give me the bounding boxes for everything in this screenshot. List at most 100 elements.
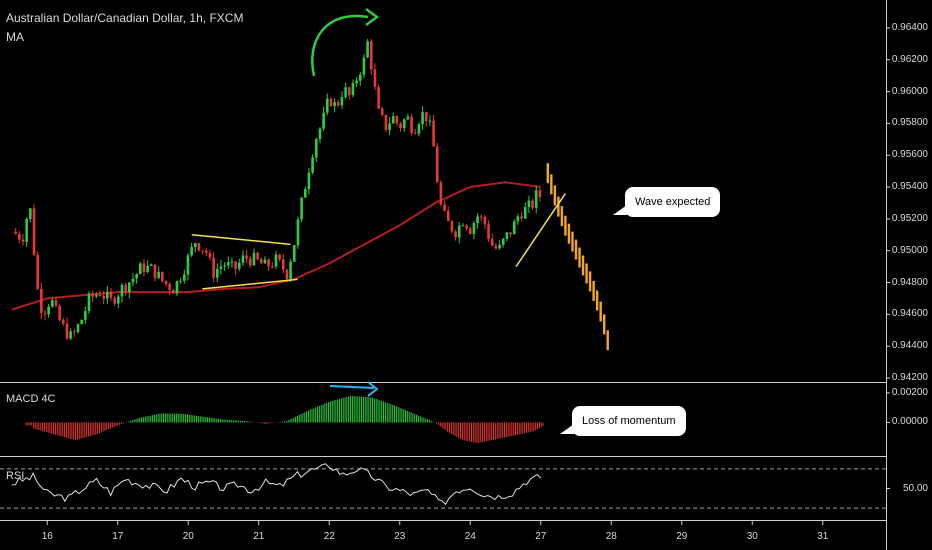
bear-candle: [395, 116, 399, 124]
forecast-bar: [571, 231, 574, 252]
bear-candle: [538, 190, 542, 198]
bull-candle: [358, 74, 362, 81]
bear-candle: [58, 305, 61, 321]
rsi-pane-label[interactable]: RSI: [6, 470, 25, 482]
price-tick-label: 0.95000: [891, 244, 928, 256]
bull-candle: [516, 216, 520, 222]
axes: [46, 27, 890, 525]
bear-candle: [102, 295, 105, 299]
bull-candle: [252, 252, 256, 266]
bull-candle: [106, 291, 109, 299]
bear-candle: [172, 290, 175, 294]
bear-candle: [432, 120, 435, 147]
bull-candle: [179, 280, 182, 282]
bull-candle: [351, 83, 355, 96]
bull-candle: [501, 238, 505, 245]
bear-candle: [285, 269, 289, 279]
bull-candle: [223, 265, 226, 267]
bull-candle: [322, 112, 325, 129]
bull-candle: [523, 207, 527, 219]
bull-candle: [175, 281, 179, 294]
bull-candle: [139, 263, 142, 275]
bear-candle: [413, 132, 417, 134]
bear-candle: [208, 252, 212, 258]
annotation-arrows: [311, 7, 380, 397]
rsi-tick-label: 50.00: [902, 482, 928, 494]
forecast-bar: [546, 163, 549, 184]
bull-candle: [230, 261, 234, 263]
bull-candle: [150, 264, 153, 266]
bear-candle: [164, 281, 168, 285]
price-tick-label: 0.96200: [891, 53, 928, 65]
forecast-bar: [550, 174, 553, 195]
bear-candle: [465, 225, 468, 229]
time-tick-label: 17: [112, 531, 124, 542]
bull-candle: [84, 311, 87, 320]
bull-candle: [325, 98, 329, 113]
bear-candle: [446, 210, 450, 222]
bear-candle: [377, 86, 380, 109]
bear-candle: [98, 295, 102, 297]
bear-candle: [109, 291, 113, 298]
bull-candle: [87, 293, 91, 312]
wedge-line: [191, 234, 291, 246]
price-tick-label: 0.95400: [891, 181, 928, 193]
time-tick-label: 22: [323, 531, 335, 542]
time-tick-label: 28: [605, 531, 617, 542]
bear-candle: [54, 300, 58, 306]
price-tick-label: 0.96400: [891, 21, 928, 33]
bear-candle: [399, 123, 402, 129]
bear-candle: [65, 323, 69, 339]
loss-of-momentum-text: Loss of momentum: [582, 415, 676, 427]
price-tick-label: 0.95800: [891, 117, 928, 129]
bear-candle: [450, 221, 454, 232]
time-tick-label: 20: [182, 531, 194, 542]
bull-candle: [157, 271, 160, 279]
bull-candle: [194, 243, 197, 247]
bull-candle: [318, 128, 322, 139]
bull-candle: [80, 319, 83, 325]
bear-candle: [197, 243, 201, 251]
bear-candle: [443, 204, 446, 211]
bear-candle: [487, 224, 490, 239]
bear-candle: [384, 114, 388, 130]
bull-candle: [417, 124, 421, 134]
moving-average: [11, 181, 541, 311]
bear-candle: [161, 271, 164, 282]
bull-candle: [362, 57, 366, 75]
chart-title: Australian Dollar/Canadian Dollar, 1h, F…: [6, 11, 244, 25]
bear-candle: [369, 41, 373, 70]
bear-candle: [439, 182, 443, 205]
bull-candle: [25, 218, 28, 242]
bear-candle: [347, 87, 351, 96]
bear-candle: [278, 254, 281, 260]
bull-candle: [190, 246, 193, 256]
bear-candle: [40, 288, 43, 313]
forecast-bar: [588, 271, 592, 292]
bull-candle: [391, 116, 395, 124]
bear-candle: [373, 69, 377, 87]
macd-pane-label[interactable]: MACD 4C: [6, 393, 56, 405]
forecast-bar: [595, 290, 599, 311]
bear-candle: [124, 284, 127, 293]
price-tick-label: 0.94800: [891, 276, 928, 288]
bear-candle: [329, 98, 333, 107]
bull-candle: [51, 300, 54, 307]
price-candles: [14, 38, 542, 341]
bull-candle: [461, 225, 465, 227]
bull-candle: [296, 219, 300, 246]
bear-candle: [245, 255, 248, 259]
bull-candle: [505, 232, 509, 239]
bull-candle: [300, 197, 303, 220]
bull-candle: [274, 254, 278, 267]
bull-candle: [29, 208, 32, 219]
bear-candle: [201, 250, 204, 252]
bull-candle: [219, 266, 223, 270]
bull-candle: [534, 190, 538, 208]
indicator-label[interactable]: MA: [6, 30, 24, 44]
rsi-line: [11, 463, 542, 506]
price-tick-label: 0.94400: [891, 340, 928, 352]
bear-candle: [380, 108, 384, 115]
price-tick-label: 0.96000: [891, 85, 928, 97]
